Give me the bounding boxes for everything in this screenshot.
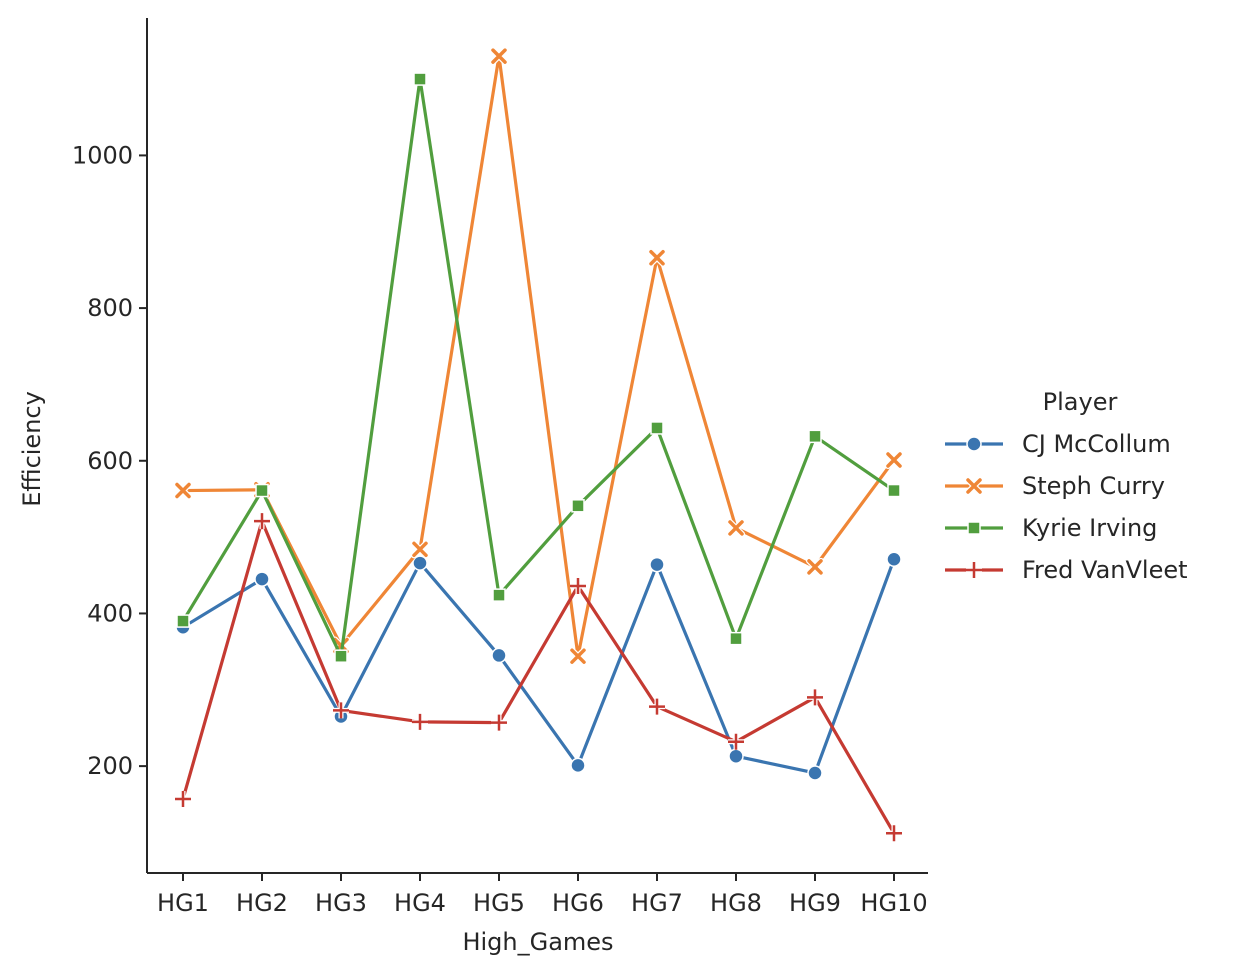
series-layer bbox=[174, 47, 903, 842]
data-point bbox=[491, 647, 507, 664]
data-point bbox=[176, 614, 190, 628]
legend-title: Player bbox=[1043, 388, 1118, 416]
data-point bbox=[729, 631, 743, 646]
legend-item: CJ McCollum bbox=[945, 430, 1171, 458]
x-tick-label: HG3 bbox=[315, 889, 367, 917]
x-axis-label: High_Games bbox=[462, 928, 613, 956]
data-point bbox=[413, 72, 427, 86]
legend-marker bbox=[966, 562, 982, 578]
y-axis-label: Efficiency bbox=[18, 391, 46, 507]
data-point bbox=[174, 481, 192, 500]
legend-label: CJ McCollum bbox=[1022, 430, 1171, 458]
data-point bbox=[649, 698, 665, 715]
legend-item: Kyrie Irving bbox=[945, 514, 1157, 542]
data-point bbox=[333, 702, 349, 719]
data-point bbox=[649, 556, 665, 573]
data-point bbox=[886, 825, 902, 842]
series-line bbox=[182, 54, 896, 658]
data-point bbox=[570, 577, 586, 594]
data-point bbox=[728, 748, 744, 764]
legend-marker bbox=[967, 521, 981, 535]
legend-label: Steph Curry bbox=[1022, 472, 1165, 500]
data-point bbox=[728, 733, 744, 750]
data-point bbox=[255, 483, 269, 498]
data-point bbox=[490, 47, 508, 66]
data-point bbox=[411, 540, 429, 559]
x-tick-label: HG4 bbox=[394, 889, 446, 917]
series-kyrie-irving bbox=[176, 72, 901, 663]
legend-item: Fred VanVleet bbox=[945, 556, 1188, 584]
legend: Player CJ McCollum Steph Curry Kyrie Irvin… bbox=[945, 388, 1188, 584]
y-tick-label: 400 bbox=[87, 599, 133, 627]
x-tick-label: HG8 bbox=[710, 889, 762, 917]
y-tick-label: 1000 bbox=[72, 141, 133, 169]
data-point bbox=[806, 557, 824, 576]
data-point bbox=[650, 421, 664, 435]
x-tick-label: HG1 bbox=[157, 889, 209, 917]
data-point bbox=[571, 499, 585, 513]
legend-label: Fred VanVleet bbox=[1022, 556, 1188, 584]
data-point bbox=[491, 714, 507, 731]
x-ticks: HG1 HG2 HG3 HG4 HG5 HG6 HG7 HG8 HG9 HG10 bbox=[157, 873, 928, 917]
y-tick-label: 600 bbox=[87, 447, 133, 475]
data-point bbox=[412, 713, 428, 730]
data-point bbox=[254, 571, 270, 587]
x-tick-label: HG10 bbox=[860, 889, 927, 917]
x-tick-label: HG2 bbox=[236, 889, 288, 917]
data-point bbox=[570, 757, 586, 774]
data-point bbox=[807, 689, 823, 706]
data-point bbox=[808, 429, 822, 444]
series-line bbox=[181, 519, 896, 835]
y-ticks: 200 400 600 800 1000 bbox=[72, 141, 147, 780]
series-steph-curry bbox=[174, 47, 903, 666]
data-point bbox=[727, 518, 745, 537]
data-point bbox=[807, 765, 823, 781]
data-point bbox=[648, 248, 666, 267]
x-tick-label: HG6 bbox=[552, 889, 604, 917]
series-fred-vanvleet bbox=[175, 513, 902, 842]
x-tick-label: HG5 bbox=[473, 889, 525, 917]
y-tick-label: 200 bbox=[87, 752, 133, 780]
data-point bbox=[254, 513, 270, 530]
data-point bbox=[886, 551, 902, 567]
data-point bbox=[175, 790, 191, 807]
series-cj-mccollum bbox=[175, 551, 902, 781]
series-line bbox=[182, 558, 896, 775]
data-point bbox=[887, 483, 901, 498]
data-point bbox=[412, 555, 428, 571]
y-tick-label: 800 bbox=[87, 294, 133, 322]
data-point bbox=[569, 647, 587, 666]
data-point bbox=[492, 588, 506, 602]
legend-item: Steph Curry bbox=[945, 472, 1165, 500]
legend-marker bbox=[965, 477, 983, 495]
legend-label: Kyrie Irving bbox=[1022, 514, 1157, 542]
data-point bbox=[334, 649, 348, 663]
x-tick-label: HG9 bbox=[789, 889, 841, 917]
x-tick-label: HG7 bbox=[631, 889, 683, 917]
legend-marker bbox=[966, 436, 982, 452]
series-line bbox=[181, 77, 895, 658]
data-point bbox=[885, 451, 903, 470]
